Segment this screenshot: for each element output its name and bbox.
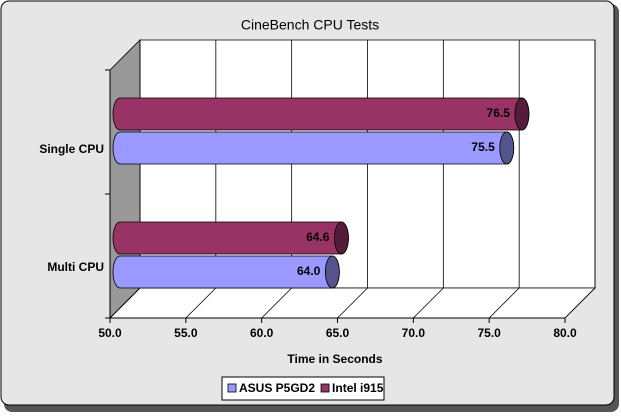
floor-grid-line xyxy=(185,287,217,319)
chart-title: CineBench CPU Tests xyxy=(241,17,379,33)
x-tick-label: 80.0 xyxy=(553,326,577,340)
floor-grid-line xyxy=(564,287,596,319)
legend-swatch xyxy=(227,383,237,393)
y-tick-label: Multi CPU xyxy=(47,260,104,274)
bar-cap xyxy=(499,131,515,165)
floor-grid-line xyxy=(109,287,141,319)
x-tick-label: 50.0 xyxy=(98,326,122,340)
y-tick-label: Single CPU xyxy=(39,142,104,156)
value-label: 64.6 xyxy=(306,230,330,244)
legend-label: ASUS P5GD2 xyxy=(239,381,315,395)
x-axis-title: Time in Seconds xyxy=(287,352,382,366)
bar-cap xyxy=(514,97,530,131)
x-tick-label: 55.0 xyxy=(174,326,198,340)
x-tick-label: 70.0 xyxy=(402,326,426,340)
bar xyxy=(112,131,515,165)
x-tick-label: 65.0 xyxy=(326,326,350,340)
bar-cap xyxy=(324,255,340,289)
floor-grid-line xyxy=(413,287,444,319)
floor-grid-line xyxy=(488,287,520,319)
value-label: 75.5 xyxy=(471,140,495,154)
value-label: 76.5 xyxy=(487,106,511,120)
floor-grid-line xyxy=(337,287,368,319)
bar-cap xyxy=(334,221,349,255)
legend-label: Intel i915 xyxy=(332,381,384,395)
legend xyxy=(221,376,385,401)
legend-swatch xyxy=(320,383,330,393)
floor-grid-line xyxy=(261,287,292,319)
value-label: 64.0 xyxy=(297,264,321,278)
x-tick-label: 60.0 xyxy=(250,326,274,340)
x-tick-label: 75.0 xyxy=(477,326,501,340)
bar xyxy=(112,97,530,131)
